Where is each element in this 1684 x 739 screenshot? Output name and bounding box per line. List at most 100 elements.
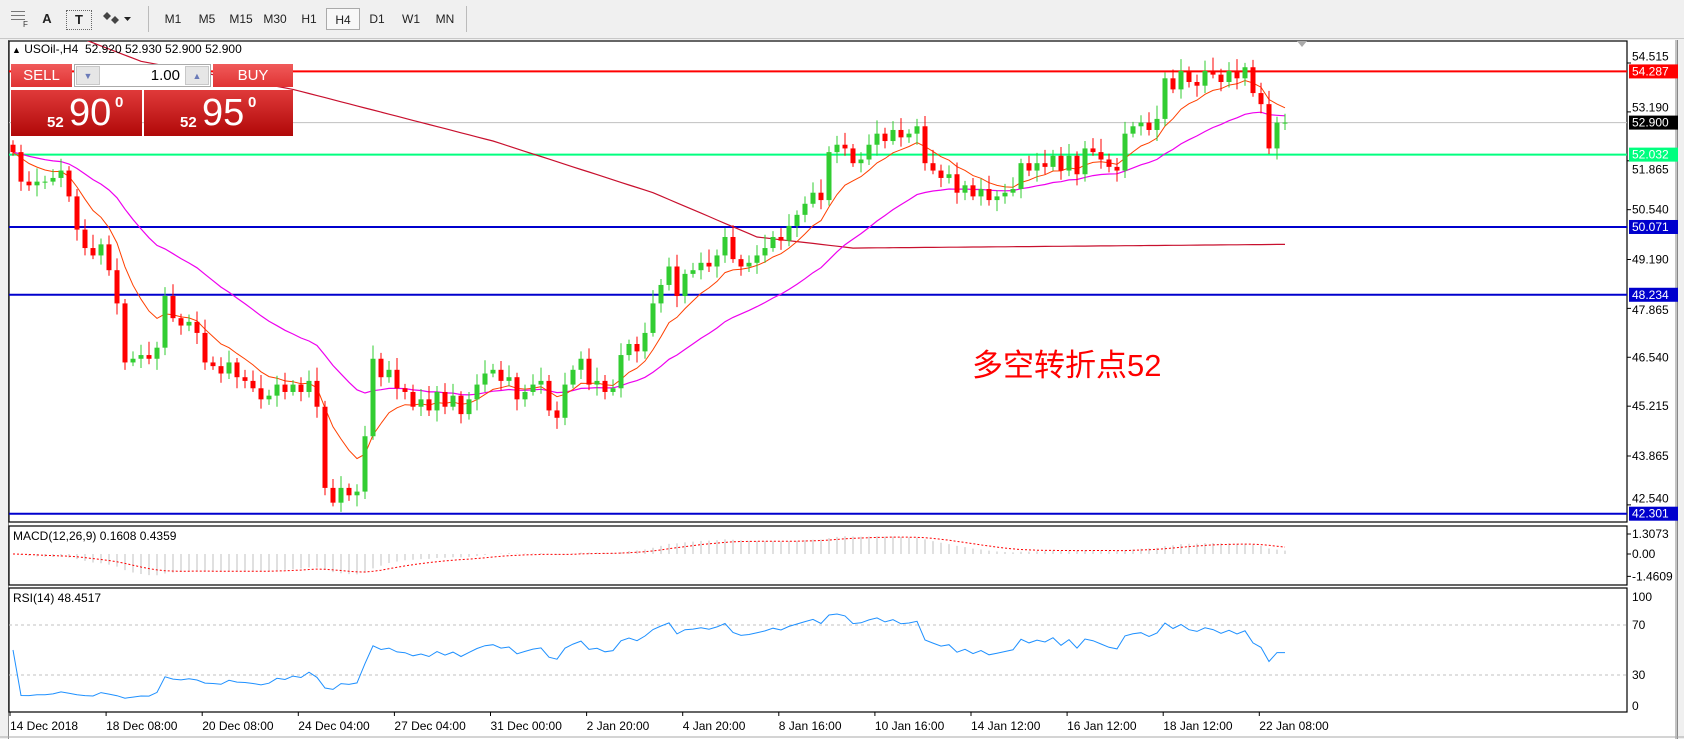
candle bbox=[554, 401, 560, 429]
candle-body bbox=[1066, 155, 1072, 171]
timeframe-m5[interactable]: M5 bbox=[198, 12, 216, 26]
candle bbox=[1146, 112, 1152, 136]
candle bbox=[738, 254, 744, 276]
candle bbox=[298, 377, 304, 402]
chart-annotation[interactable]: 多空转折点52 bbox=[972, 348, 1162, 383]
time-tick-label: 10 Jan 16:00 bbox=[875, 719, 945, 733]
time-tick-label: 31 Dec 00:00 bbox=[491, 719, 563, 733]
timeframe-d1[interactable]: D1 bbox=[369, 12, 385, 26]
candle-body bbox=[402, 388, 408, 392]
timeframe-m15[interactable]: M15 bbox=[229, 12, 253, 26]
candle bbox=[626, 339, 632, 361]
price-tick-label: 42.540 bbox=[1632, 492, 1669, 506]
candle-body bbox=[18, 152, 24, 182]
timeframe-h1[interactable]: H1 bbox=[301, 12, 317, 26]
candle bbox=[882, 127, 888, 149]
candle-body bbox=[490, 369, 496, 374]
candle bbox=[1042, 149, 1048, 175]
buy-fraction: 0 bbox=[248, 94, 257, 111]
candle bbox=[130, 351, 136, 367]
candle bbox=[914, 118, 920, 145]
text-label-tool-button[interactable]: T bbox=[66, 10, 92, 30]
candle-body bbox=[106, 244, 112, 271]
timeframe-w1[interactable]: W1 bbox=[402, 12, 420, 26]
candle bbox=[890, 121, 896, 145]
candle bbox=[162, 287, 168, 356]
lot-decrease-button[interactable]: ▼ bbox=[76, 66, 100, 85]
candle bbox=[202, 319, 208, 370]
candle bbox=[634, 336, 640, 363]
candle bbox=[506, 365, 512, 387]
candle-body bbox=[1194, 82, 1200, 86]
rsi-tick-label: 0 bbox=[1632, 699, 1639, 713]
candle-body bbox=[1138, 122, 1144, 127]
arrows-dropdown-icon[interactable] bbox=[100, 8, 134, 30]
candle-body bbox=[682, 273, 688, 297]
candle-body bbox=[1210, 70, 1216, 75]
candle-body bbox=[762, 248, 768, 256]
lot-increase-button[interactable]: ▲ bbox=[185, 66, 209, 85]
candle-body bbox=[610, 388, 616, 392]
timeframe-mn[interactable]: MN bbox=[435, 12, 455, 26]
collapse-triangle-icon[interactable]: ▲ bbox=[12, 45, 21, 55]
candle bbox=[1178, 59, 1184, 99]
candle bbox=[642, 322, 648, 359]
candle bbox=[1242, 62, 1248, 86]
candle-body bbox=[1026, 163, 1032, 171]
candle-body bbox=[1098, 152, 1104, 160]
candle-body bbox=[770, 236, 776, 249]
price-line-tag-label: 54.287 bbox=[1632, 64, 1669, 78]
buy-price-button[interactable]: 52 95 0 bbox=[144, 90, 293, 136]
candle-body bbox=[242, 377, 248, 381]
candle-body bbox=[818, 192, 824, 201]
candle bbox=[986, 175, 992, 206]
candle bbox=[418, 389, 424, 416]
candle-body bbox=[426, 399, 432, 411]
timeframe-m30[interactable]: M30 bbox=[263, 12, 287, 26]
candle-body bbox=[562, 384, 568, 418]
candle bbox=[858, 152, 864, 173]
price-line-tag bbox=[1629, 506, 1678, 521]
candle bbox=[1258, 82, 1264, 114]
candle-body bbox=[1282, 122, 1288, 124]
timeframe-m1[interactable]: M1 bbox=[164, 12, 182, 26]
candle-body bbox=[898, 129, 904, 138]
macd-signal-line bbox=[12, 536, 1286, 573]
candle-body bbox=[554, 410, 560, 418]
candle bbox=[1162, 72, 1168, 127]
candle bbox=[34, 168, 40, 197]
candle bbox=[522, 384, 528, 407]
candle bbox=[1282, 113, 1288, 130]
candle bbox=[802, 196, 808, 223]
candle bbox=[1170, 69, 1176, 94]
text-tool-button[interactable]: A bbox=[42, 11, 52, 26]
candle-body bbox=[42, 181, 48, 183]
candle bbox=[1122, 121, 1128, 178]
candle bbox=[962, 180, 968, 201]
candle-body bbox=[1226, 70, 1232, 83]
candle bbox=[210, 356, 216, 370]
grid-fonts-icon[interactable]: F bbox=[6, 8, 32, 30]
candle-body bbox=[594, 380, 600, 385]
candle bbox=[482, 360, 488, 392]
candle-body bbox=[298, 384, 304, 392]
candle-body bbox=[1018, 163, 1024, 190]
candle-body bbox=[282, 384, 288, 392]
sell-button[interactable]: SELL bbox=[11, 64, 72, 87]
candle-body bbox=[114, 270, 120, 304]
candle-body bbox=[346, 487, 352, 496]
candle-body bbox=[578, 358, 584, 370]
sell-price-button[interactable]: 52 90 0 bbox=[11, 90, 142, 136]
candle-body bbox=[714, 255, 720, 267]
candle bbox=[1066, 143, 1072, 177]
time-tick-label: 22 Jan 08:00 bbox=[1259, 719, 1329, 733]
candle-body bbox=[234, 362, 240, 378]
candle-body bbox=[338, 487, 344, 503]
timeframe-h4[interactable]: H4 bbox=[326, 8, 360, 30]
candle-body bbox=[1114, 166, 1120, 171]
sell-pips: 90 bbox=[69, 92, 112, 134]
lot-size-input[interactable]: ▼ 1.00 ▲ bbox=[74, 64, 211, 87]
buy-button[interactable]: BUY bbox=[213, 64, 293, 87]
candle bbox=[378, 352, 384, 387]
